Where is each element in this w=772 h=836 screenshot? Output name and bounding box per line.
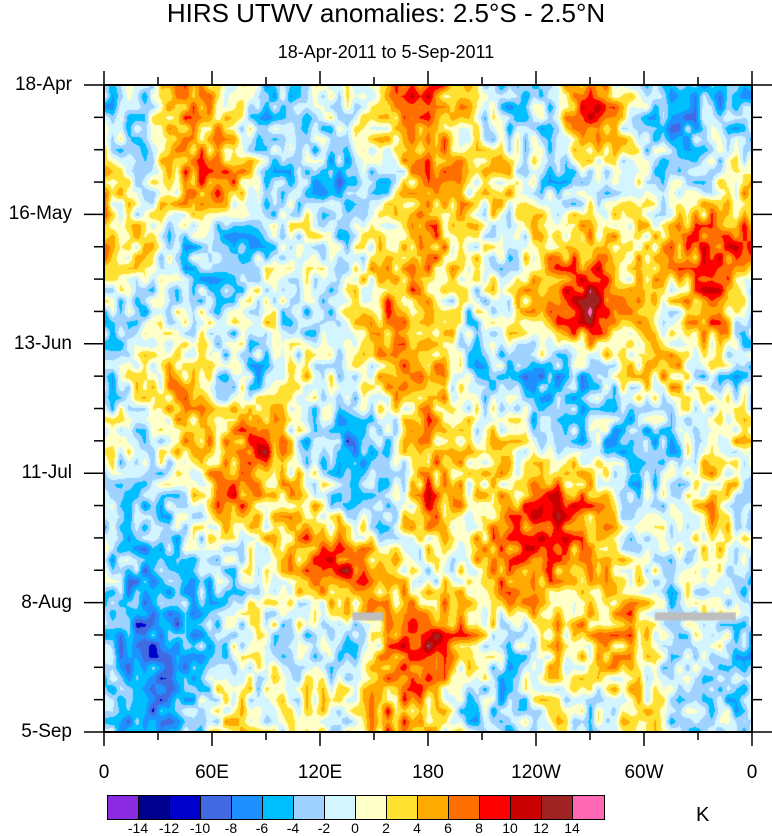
y-tick-label: 18-Apr <box>14 74 72 95</box>
colorbar-label: 4 <box>413 820 421 836</box>
colorbar-label: -10 <box>189 820 211 836</box>
y-tick-label: 11-Jul <box>21 462 72 484</box>
colorbar-swatch <box>542 796 573 819</box>
x-tick-label: 0 <box>98 762 110 783</box>
y-tick-label: 16-May <box>8 203 72 225</box>
x-tick-label: 60E <box>195 762 229 783</box>
colorbar-swatch <box>480 796 511 819</box>
colorbar-label: 10 <box>502 820 518 836</box>
colorbar-swatch <box>201 796 232 819</box>
colorbar-label: -4 <box>286 820 300 836</box>
colorbar-label: 2 <box>382 820 390 836</box>
y-tick-label: 5-Sep <box>21 721 72 742</box>
chart-subtitle: 18-Apr-2011 to 5-Sep-2011 <box>277 42 495 62</box>
colorbar-label: 0 <box>351 820 359 836</box>
colorbar-label: 8 <box>475 820 483 836</box>
colorbar-label: -8 <box>224 820 238 836</box>
colorbar-swatch <box>263 796 294 819</box>
colorbar-swatch <box>232 796 263 819</box>
x-tick-label: 180 <box>412 762 444 783</box>
plot-frame <box>103 84 753 733</box>
y-tick-label: 8-Aug <box>21 591 72 613</box>
colorbar-swatch <box>387 796 418 819</box>
colorbar <box>107 795 605 820</box>
colorbar-swatch <box>108 796 139 819</box>
colorbar-swatch <box>356 796 387 819</box>
colorbar-swatch <box>170 796 201 819</box>
chart-title: HIRS UTWV anomalies: 2.5°S - 2.5°N <box>166 0 606 28</box>
colorbar-label: -2 <box>317 820 331 836</box>
colorbar-swatch <box>418 796 449 819</box>
x-tick-label: 120W <box>511 762 561 783</box>
y-tick-label: 13-Jun <box>13 332 72 354</box>
colorbar-swatch <box>573 796 604 819</box>
colorbar-label: 12 <box>533 820 549 836</box>
x-tick-label: 0 <box>746 762 758 783</box>
colorbar-swatch <box>325 796 356 819</box>
colorbar-swatch <box>511 796 542 819</box>
colorbar-swatch <box>139 796 170 819</box>
x-tick-label: 120E <box>297 762 343 783</box>
colorbar-swatch <box>449 796 480 819</box>
colorbar-units: K <box>696 804 710 826</box>
colorbar-label: -12 <box>158 820 180 836</box>
colorbar-label: -14 <box>127 820 149 836</box>
colorbar-label: -6 <box>255 820 269 836</box>
colorbar-label: 14 <box>564 820 580 836</box>
hovmoller-field <box>104 85 752 732</box>
x-tick-label: 60W <box>624 762 664 783</box>
colorbar-swatch <box>294 796 325 819</box>
colorbar-label: 6 <box>444 820 452 836</box>
